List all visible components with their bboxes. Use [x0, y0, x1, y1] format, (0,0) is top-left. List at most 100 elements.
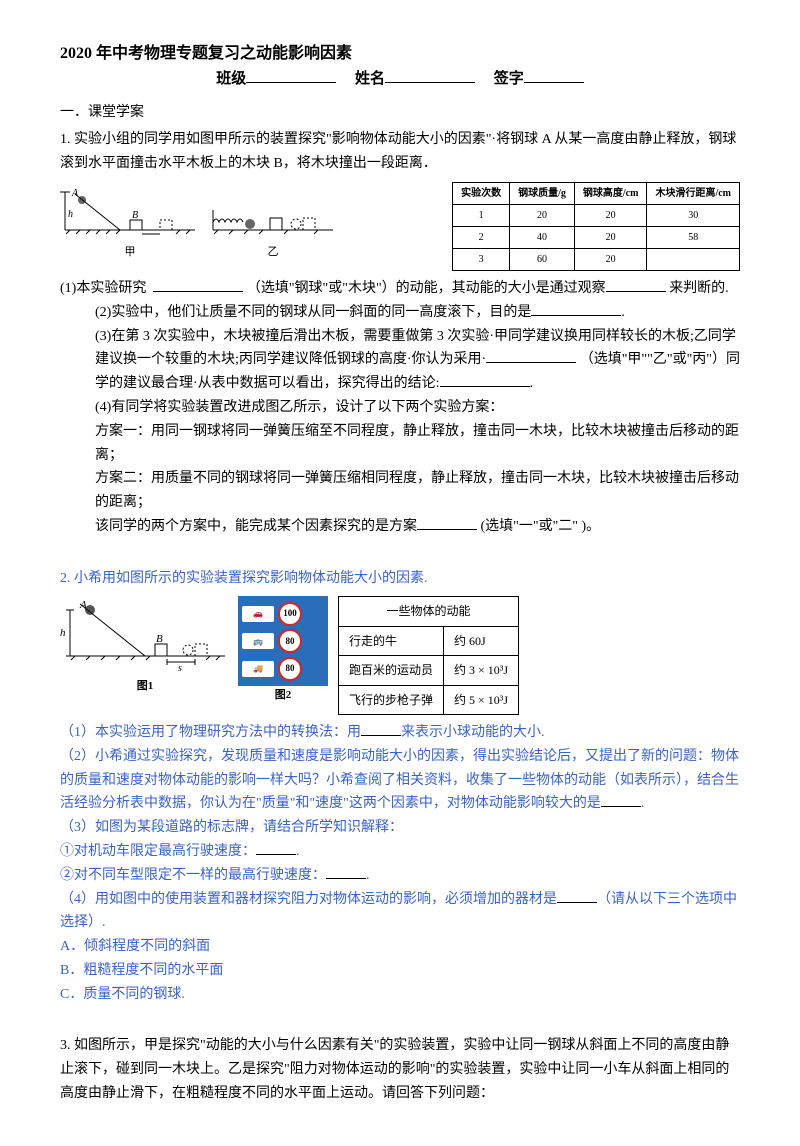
q2-optB: B．粗糙程度不同的水平面: [60, 959, 740, 983]
q1-p1a: (1)本实验研究: [60, 281, 146, 296]
q1-caption-a: 甲: [60, 243, 200, 262]
q1-stem: 1. 实验小组的同学用如图甲所示的装置探究"影响物体动能大小的因素"·将钢球 A…: [60, 128, 740, 176]
doc-title: 2020 年中考物理专题复习之动能影响因素: [60, 40, 740, 67]
q1-caption-b: 乙: [208, 243, 338, 262]
period: .: [530, 376, 534, 391]
cell: 跑百米的运动员: [339, 656, 444, 685]
cell: 58: [647, 227, 740, 249]
cell: 2: [453, 227, 510, 249]
cell: 20: [574, 249, 647, 271]
th-0: 实验次数: [453, 183, 510, 205]
blank[interactable]: [531, 301, 621, 316]
cell: 60: [510, 249, 575, 271]
sign-blank[interactable]: [524, 67, 584, 83]
ramp-diagram-a-icon: A h B s: [60, 182, 200, 237]
cell: 20: [510, 205, 575, 227]
sign-80b: 80: [278, 657, 302, 681]
q1-figures-row: A h B s 甲: [60, 182, 740, 271]
cell: 1: [453, 205, 510, 227]
q2-figures-row: A h B s 图1 �: [60, 596, 740, 715]
period: .: [621, 305, 625, 320]
svg-text:s: s: [148, 234, 152, 237]
cell: 3: [453, 249, 510, 271]
q2-body: （1）本实验运用了物理研究方法中的转换法：用来表示小球动能的大小. （2）小希通…: [60, 721, 740, 1007]
q3-stem: 3. 如图所示，甲是探究"动能的大小与什么因素有关"的实验装置，实验中让同一钢球…: [60, 1034, 740, 1105]
sign-80a: 80: [278, 629, 302, 653]
q1-p4a: (4)有同学将实验装置改进成图乙所示，设计了以下两个实验方案：: [60, 396, 740, 420]
q2-fig2-group: 🚗100 🚌80 🚚80 图2 一些物体的动能 行走的牛约 60J 跑百米的运动…: [238, 596, 519, 715]
q2-p4: （4）用如图中的使用装置和器材探究阻力对物体运动的影响，必须增加的器材是（请从以…: [60, 888, 740, 936]
q1-p4d-a: 该同学的两个方案中，能完成某个因素探究的是方案: [95, 519, 417, 534]
blank[interactable]: [601, 792, 641, 807]
blank[interactable]: [153, 277, 243, 292]
q2-p3-1: ①对机动车限定最高行驶速度：.: [60, 840, 740, 864]
svg-text:s: s: [178, 663, 182, 671]
q2-p3: （3）如图为某段道路的标志牌，请结合所学知识解释：: [60, 816, 740, 840]
energy-title: 一些物体的动能: [339, 597, 519, 626]
speed-sign-icon: 🚗100 🚌80 🚚80: [238, 596, 328, 686]
blank[interactable]: [486, 348, 576, 363]
q1-data-table: 实验次数 钢球质量/g 钢球高度/cm 木块滑行距离/cm 1 20 20 30…: [452, 182, 740, 271]
q2-p3-1b: .: [296, 844, 300, 859]
q2-fig1: A h B s 图1: [60, 596, 230, 696]
cell: 20: [574, 227, 647, 249]
q1-p2: (2)实验中，他们让质量不同的钢球从同一斜面的同一高度滚下，目的是.: [60, 301, 740, 325]
spring-diagram-b-icon: [208, 182, 338, 237]
q1-p2-text: (2)实验中，他们让质量不同的钢球从同一斜面的同一高度滚下，目的是: [95, 305, 531, 320]
q1-p1: (1)本实验研究 （选填"钢球"或"木块"）的动能，其动能的大小是通过观察 来判…: [60, 277, 740, 301]
blank[interactable]: [606, 277, 666, 292]
svg-text:B: B: [132, 210, 138, 221]
blank[interactable]: [557, 888, 597, 903]
q1-p3: (3)在第 3 次实验中，木块被撞后滑出木板，需要重做第 3 次实验·甲同学建议…: [60, 325, 740, 396]
question-1: 1. 实验小组的同学用如图甲所示的装置探究"影响物体动能大小的因素"·将钢球 A…: [60, 128, 740, 538]
q2-p3-2a: ②对不同车型限定不一样的最高行驶速度：: [60, 868, 326, 883]
blank[interactable]: [440, 372, 530, 387]
q1-p1b: （选填"钢球"或"木块"）的动能，其动能的大小是通过观察: [247, 281, 606, 296]
q1-p1c: 来判断的.: [669, 281, 729, 296]
q2-p4a: （4）用如图中的使用装置和器材探究阻力对物体运动的影响，必须增加的器材是: [60, 892, 557, 907]
cell: 行走的牛: [339, 626, 444, 655]
q2-optC: C．质量不同的钢球.: [60, 983, 740, 1007]
th-2: 钢球高度/cm: [574, 183, 647, 205]
blank[interactable]: [417, 515, 477, 530]
cell: 40: [510, 227, 575, 249]
energy-table: 一些物体的动能 行走的牛约 60J 跑百米的运动员约 3 × 10³J 飞行的步…: [338, 596, 519, 715]
name-blank[interactable]: [385, 67, 475, 83]
svg-text:B: B: [156, 633, 163, 645]
q2-p2b: .: [641, 796, 645, 811]
blank[interactable]: [326, 864, 366, 879]
q2-optA: A．倾斜程度不同的斜面: [60, 935, 740, 959]
cell: [647, 249, 740, 271]
svg-text:h: h: [68, 209, 73, 220]
cell: 飞行的步枪子弹: [339, 685, 444, 714]
blank[interactable]: [256, 840, 296, 855]
q1-p4d-b: (选填"一"或"二" )。: [481, 519, 601, 534]
class-blank[interactable]: [246, 67, 336, 83]
cell: 20: [574, 205, 647, 227]
q2-p1b: 来表示小球动能的大小.: [401, 725, 545, 740]
question-3: 3. 如图所示，甲是探究"动能的大小与什么因素有关"的实验装置，实验中让同一钢球…: [60, 1034, 740, 1105]
class-label: 班级: [216, 71, 246, 87]
q1-fig-b: 乙: [208, 182, 338, 262]
q1-fig-a: A h B s 甲: [60, 182, 200, 262]
section-1-heading: 一．课堂学案: [60, 101, 740, 125]
q2-fig1-caption: 图1: [60, 677, 230, 696]
q2-p1a: （1）本实验运用了物理研究方法中的转换法：用: [60, 725, 361, 740]
svg-text:A: A: [71, 188, 79, 199]
q2-fig2-caption: 图2: [238, 686, 328, 705]
q1-p4b: 方案一：用同一钢球将同一弹簧压缩至不同程度，静止释放，撞击同一木块，比较木块被撞…: [60, 420, 740, 468]
sign-100: 100: [278, 602, 302, 626]
cell: 约 5 × 10³J: [444, 685, 519, 714]
blank[interactable]: [361, 721, 401, 736]
q1-p4d: 该同学的两个方案中，能完成某个因素探究的是方案 (选填"一"或"二" )。: [60, 515, 740, 539]
ramp-diagram-icon: A h B s: [60, 596, 230, 671]
sign-label: 签字: [494, 71, 524, 87]
cell: 约 60J: [444, 626, 519, 655]
q2-p3-2b: .: [366, 868, 370, 883]
question-2: 2. 小希用如图所示的实验装置探究影响物体动能大小的因素.: [60, 567, 740, 591]
cell: 约 3 × 10³J: [444, 656, 519, 685]
q2-p3-2: ②对不同车型限定不一样的最高行驶速度：.: [60, 864, 740, 888]
q2-p1: （1）本实验运用了物理研究方法中的转换法：用 来表示小球动能的大小.: [60, 721, 740, 745]
cell: 30: [647, 205, 740, 227]
name-label: 姓名: [355, 71, 385, 87]
